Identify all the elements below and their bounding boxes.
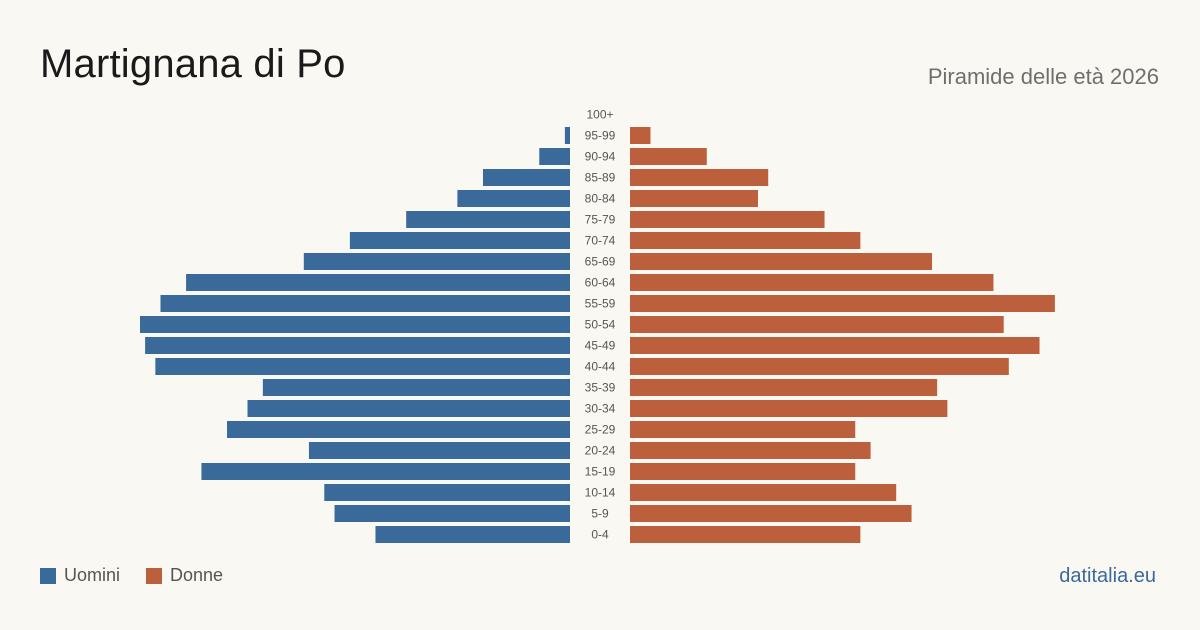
bar-men-35-39 <box>262 379 570 396</box>
bar-men-85-89 <box>482 169 570 186</box>
bar-women-5-9 <box>630 505 912 522</box>
bar-women-35-39 <box>630 379 938 396</box>
legend-item-women: Donne <box>146 565 223 586</box>
age-label-100plus: 100+ <box>586 108 613 122</box>
bar-women-15-19 <box>630 463 856 480</box>
bar-men-70-74 <box>349 232 570 249</box>
age-label-5-9: 5-9 <box>591 507 609 521</box>
bar-women-70-74 <box>630 232 861 249</box>
bar-men-30-34 <box>247 400 570 417</box>
bar-women-25-29 <box>630 421 856 438</box>
age-label-85-89: 85-89 <box>585 171 616 185</box>
age-label-65-69: 65-69 <box>585 255 616 269</box>
bar-women-80-84 <box>630 190 758 207</box>
bar-men-55-59 <box>160 295 570 312</box>
bar-men-20-24 <box>308 442 570 459</box>
chart-legend: Uomini Donne <box>40 565 249 586</box>
bar-women-50-54 <box>630 316 1004 333</box>
bar-men-5-9 <box>334 505 570 522</box>
bar-women-40-44 <box>630 358 1009 375</box>
bar-men-95-99 <box>564 127 570 144</box>
age-label-70-74: 70-74 <box>585 234 616 248</box>
page-title: Martignana di Po <box>40 42 346 86</box>
bar-women-45-49 <box>630 337 1040 354</box>
bar-women-60-64 <box>630 274 994 291</box>
bar-women-55-59 <box>630 295 1055 312</box>
bar-women-10-14 <box>630 484 897 501</box>
bar-women-30-34 <box>630 400 948 417</box>
age-label-35-39: 35-39 <box>585 381 616 395</box>
age-label-80-84: 80-84 <box>585 192 616 206</box>
bar-women-95-99 <box>630 127 651 144</box>
bar-men-0-4 <box>375 526 570 543</box>
age-label-75-79: 75-79 <box>585 213 616 227</box>
age-label-45-49: 45-49 <box>585 339 616 353</box>
bar-men-15-19 <box>201 463 570 480</box>
chart-subtitle: Piramide delle età 2026 <box>927 64 1159 89</box>
bar-men-40-44 <box>155 358 570 375</box>
bar-men-45-49 <box>145 337 570 354</box>
bar-men-50-54 <box>140 316 570 333</box>
age-label-20-24: 20-24 <box>585 444 616 458</box>
legend-label-men: Uomini <box>64 565 121 585</box>
age-label-40-44: 40-44 <box>585 360 616 374</box>
brand-link[interactable]: datitalia.eu <box>1059 565 1156 587</box>
bar-women-90-94 <box>630 148 707 165</box>
age-label-90-94: 90-94 <box>585 150 616 164</box>
bar-women-85-89 <box>630 169 769 186</box>
bar-men-25-29 <box>227 421 570 438</box>
age-label-55-59: 55-59 <box>585 297 616 311</box>
legend-swatch-women <box>146 567 163 584</box>
bar-men-90-94 <box>539 148 570 165</box>
age-label-25-29: 25-29 <box>585 423 616 437</box>
age-label-60-64: 60-64 <box>585 276 616 290</box>
age-label-10-14: 10-14 <box>585 486 616 500</box>
bar-women-65-69 <box>630 253 933 270</box>
legend-item-men: Uomini <box>40 565 120 586</box>
bar-men-80-84 <box>457 190 570 207</box>
age-label-15-19: 15-19 <box>585 465 616 479</box>
bar-women-75-79 <box>630 211 825 228</box>
legend-swatch-men <box>40 567 56 584</box>
bar-men-60-64 <box>186 274 571 291</box>
bar-men-10-14 <box>324 484 570 501</box>
bar-men-65-69 <box>303 253 570 270</box>
age-label-0-4: 0-4 <box>591 528 609 542</box>
bar-women-20-24 <box>630 442 871 459</box>
legend-label-women: Donne <box>170 565 224 585</box>
bar-men-75-79 <box>406 211 570 228</box>
age-label-50-54: 50-54 <box>585 318 616 332</box>
bar-women-0-4 <box>630 526 861 543</box>
age-label-30-34: 30-34 <box>585 402 616 416</box>
age-label-95-99: 95-99 <box>585 129 616 143</box>
